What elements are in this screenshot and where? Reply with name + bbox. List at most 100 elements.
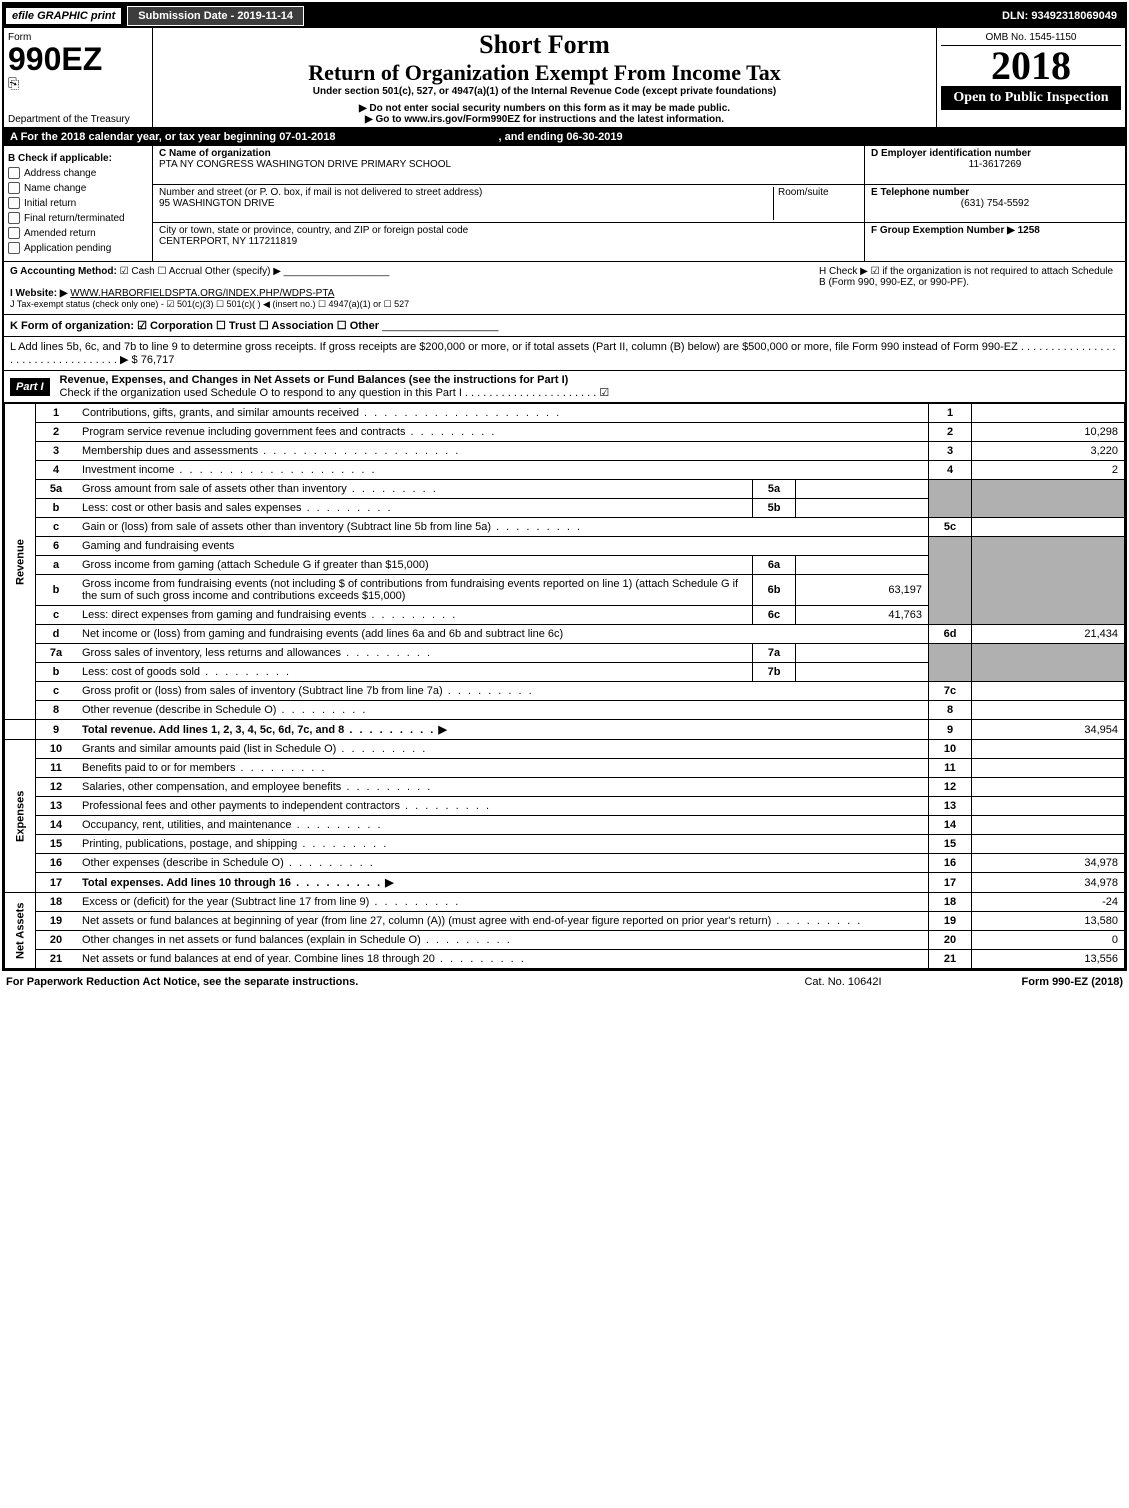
section-h: H Check ▶ ☑ if the organization is not r…: [819, 266, 1119, 310]
line-6-desc: Gaming and fundraising events: [76, 537, 929, 556]
website-value: WWW.HARBORFIELDSPTA.ORG/INDEX.PHP/WDPS-P…: [70, 288, 334, 299]
line-6b-desc: Gross income from fundraising events (no…: [76, 575, 753, 606]
line-11-num: 11: [36, 759, 77, 778]
line-15-val: [972, 835, 1125, 854]
form-header: Form 990EZ ⎘ Department of the Treasury …: [4, 28, 1125, 128]
accounting-other: Other (specify) ▶: [205, 266, 281, 277]
accounting-cash: Cash: [131, 266, 154, 277]
line-10-box: 10: [929, 740, 972, 759]
line-17-desc: Total expenses. Add lines 10 through 16: [82, 877, 291, 889]
line-13-box: 13: [929, 797, 972, 816]
line-5a-subval: [796, 480, 929, 499]
footer-form-ref: Form 990-EZ (2018): [943, 976, 1123, 988]
line-19-desc: Net assets or fund balances at beginning…: [82, 915, 771, 927]
line-6b-num: b: [36, 575, 77, 606]
ein-label: D Employer identification number: [871, 148, 1031, 159]
line-11-box: 11: [929, 759, 972, 778]
line-9-box: 9: [929, 720, 972, 740]
subtitle-3: ▶ Go to www.irs.gov/Form990EZ for instru…: [159, 114, 930, 125]
phone-value: (631) 754-5592: [871, 198, 1119, 209]
line-5c-desc: Gain or (loss) from sale of assets other…: [82, 521, 491, 533]
check-initial-return[interactable]: [8, 197, 20, 209]
footer-left: For Paperwork Reduction Act Notice, see …: [6, 976, 743, 988]
line-7a-desc: Gross sales of inventory, less returns a…: [82, 647, 341, 659]
line-5b-sublabel: 5b: [753, 499, 796, 518]
accounting-accrual: Accrual: [169, 266, 202, 277]
right-info-col: D Employer identification number 11-3617…: [864, 146, 1125, 261]
line-8-desc: Other revenue (describe in Schedule O): [82, 704, 276, 716]
section-c: C Name of organization PTA NY CONGRESS W…: [153, 146, 864, 261]
group-exemption: F Group Exemption Number ▶ 1258: [871, 225, 1040, 236]
check-application-pending[interactable]: [8, 242, 20, 254]
line-9-val: 34,954: [972, 720, 1125, 740]
line-4-box: 4: [929, 461, 972, 480]
line-16-num: 16: [36, 854, 77, 873]
footer: For Paperwork Reduction Act Notice, see …: [0, 973, 1129, 991]
dln-number: DLN: 93492318069049: [1002, 10, 1125, 22]
label-name-change: Name change: [24, 183, 86, 194]
line-2-box: 2: [929, 423, 972, 442]
expenses-section-label: Expenses: [5, 740, 36, 893]
line-6c-subval: 41,763: [796, 606, 929, 625]
line-21-num: 21: [36, 950, 77, 969]
line-1-num: 1: [36, 404, 77, 423]
line-21-box: 21: [929, 950, 972, 969]
header-title-block: Short Form Return of Organization Exempt…: [153, 28, 937, 127]
footer-cat-no: Cat. No. 10642I: [743, 976, 943, 988]
short-form-title: Short Form: [159, 30, 930, 60]
line-17-num: 17: [36, 873, 77, 893]
submission-date: Submission Date - 2019-11-14: [127, 6, 304, 26]
efile-print-button[interactable]: efile GRAPHIC print: [4, 6, 123, 26]
line-6a-sublabel: 6a: [753, 556, 796, 575]
line-8-num: 8: [36, 701, 77, 720]
line-6d-desc: Net income or (loss) from gaming and fun…: [76, 625, 929, 644]
line-7c-val: [972, 682, 1125, 701]
city-value: CENTERPORT, NY 117211819: [159, 236, 297, 247]
open-to-public: Open to Public Inspection: [941, 86, 1121, 110]
line-5b-subval: [796, 499, 929, 518]
line-5b-num: b: [36, 499, 77, 518]
line-21-val: 13,556: [972, 950, 1125, 969]
street-value: 95 WASHINGTON DRIVE: [159, 198, 275, 209]
form-number: 990EZ: [8, 43, 148, 75]
subtitle-1: Under section 501(c), 527, or 4947(a)(1)…: [159, 86, 930, 97]
line-18-desc: Excess or (deficit) for the year (Subtra…: [82, 896, 369, 908]
line-12-num: 12: [36, 778, 77, 797]
line-16-desc: Other expenses (describe in Schedule O): [82, 857, 284, 869]
line-1-box: 1: [929, 404, 972, 423]
check-final-return[interactable]: [8, 212, 20, 224]
line-8-box: 8: [929, 701, 972, 720]
part-1-title: Revenue, Expenses, and Changes in Net As…: [60, 374, 569, 386]
line-10-num: 10: [36, 740, 77, 759]
line-17-box: 17: [929, 873, 972, 893]
line-9-num: 9: [36, 720, 77, 740]
line-2-desc: Program service revenue including govern…: [82, 426, 405, 438]
period-begin: A For the 2018 calendar year, or tax yea…: [10, 131, 335, 143]
line-7b-sublabel: 7b: [753, 663, 796, 682]
line-6b-subval: 63,197: [796, 575, 929, 606]
line-6c-num: c: [36, 606, 77, 625]
line-7c-num: c: [36, 682, 77, 701]
org-name: PTA NY CONGRESS WASHINGTON DRIVE PRIMARY…: [159, 159, 451, 170]
line-7b-subval: [796, 663, 929, 682]
line-4-val: 2: [972, 461, 1125, 480]
check-name-change[interactable]: [8, 182, 20, 194]
line-1-val: [972, 404, 1125, 423]
department-label: Department of the Treasury: [8, 114, 130, 125]
label-initial-return: Initial return: [24, 198, 76, 209]
website-label: I Website: ▶: [10, 288, 68, 299]
part-1-label: Part I: [10, 378, 50, 396]
check-address-change[interactable]: [8, 167, 20, 179]
line-14-desc: Occupancy, rent, utilities, and maintena…: [82, 819, 292, 831]
tax-year: 2018: [941, 46, 1121, 86]
line-6d-box: 6d: [929, 625, 972, 644]
line-6d-val: 21,434: [972, 625, 1125, 644]
line-9-desc: Total revenue. Add lines 1, 2, 3, 4, 5c,…: [82, 724, 344, 736]
check-amended-return[interactable]: [8, 227, 20, 239]
line-2-val: 10,298: [972, 423, 1125, 442]
line-7c-desc: Gross profit or (loss) from sales of inv…: [82, 685, 443, 697]
line-14-num: 14: [36, 816, 77, 835]
irs-link[interactable]: www.irs.gov/Form990EZ: [404, 114, 520, 125]
form-of-org: K Form of organization: ☑ Corporation ☐ …: [10, 320, 379, 332]
period-end: , and ending 06-30-2019: [499, 131, 623, 143]
